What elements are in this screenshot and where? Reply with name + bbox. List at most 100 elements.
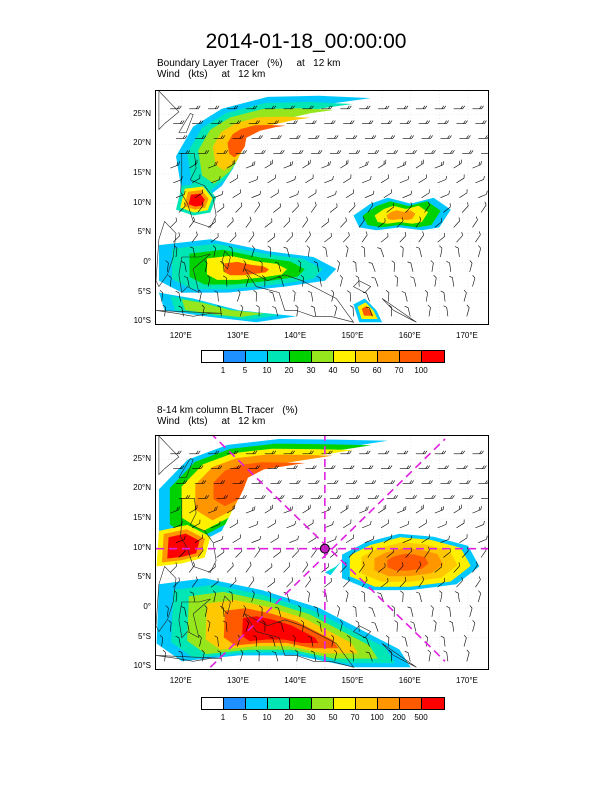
panel-2-wind-barb-feather xyxy=(181,521,183,525)
panel-2-wind-barb-shaft xyxy=(425,637,428,647)
panel-2-wind-barb-feather xyxy=(384,450,388,454)
panel-2-wind-barb-shaft xyxy=(334,652,338,662)
panel-2-wind-barb-shaft xyxy=(324,581,332,588)
panel-1-wind-barb xyxy=(377,218,386,228)
panel-1-wind-barb xyxy=(456,120,468,124)
panel-1-wind-barb-shaft xyxy=(413,277,417,287)
panel-1-wind-barb-shaft xyxy=(172,235,180,243)
panel-2-wind-barb xyxy=(362,465,374,469)
panel-2-wind-barb xyxy=(286,577,294,588)
panel-2-wind-barb xyxy=(316,620,322,632)
panel-2-wind-barb-shaft xyxy=(418,579,425,588)
panel-2-wind-barb xyxy=(454,591,460,603)
panel-2-wind-barb-feather xyxy=(425,465,428,469)
panel-1-wind-barb xyxy=(367,150,380,154)
panel-1-wind-barb xyxy=(216,150,228,154)
panel-1-wind-barb xyxy=(456,174,465,184)
panel-2-wind-barb xyxy=(321,450,333,455)
panel-1-wind-barb-feather xyxy=(422,231,425,235)
panel-2-wind-barb xyxy=(245,561,252,573)
panel-2-wind-barb-shaft xyxy=(393,607,395,617)
panel-2-map[interactable] xyxy=(155,435,489,670)
panel-2-wind-barb xyxy=(472,620,476,632)
panel-2-wind-barb-feather xyxy=(196,504,198,509)
panel-2-wind-barb-feather xyxy=(310,650,315,653)
panel-1-lat-label: 25°N xyxy=(133,108,151,118)
panel-2-wind-barb-feather xyxy=(217,650,221,653)
panel-2-wind-barb-feather xyxy=(312,519,314,524)
panel-2-wind-barb-shaft xyxy=(245,564,252,573)
panel-1-wind-barb-shaft xyxy=(434,164,444,169)
panel-2-wind-barb-feather xyxy=(179,465,183,469)
panel-2-wind-barb-feather xyxy=(298,495,302,499)
panel-2-wind-barb-feather xyxy=(463,519,465,524)
panel-1-wind-barb-shaft xyxy=(388,292,390,302)
panel-2-wind-barb xyxy=(358,561,365,573)
panel-2-wind-barb-feather xyxy=(482,465,485,469)
panel-1-wind-barb xyxy=(269,291,276,302)
panel-2-wind-barb-feather xyxy=(387,577,389,582)
panel-1-wind-barb xyxy=(394,275,398,287)
panel-1-wind-barb xyxy=(391,260,395,272)
panel-1-wind-barb xyxy=(321,218,329,228)
panel-1-wind-barb xyxy=(264,159,273,169)
panel-1-wind-barb-feather xyxy=(336,150,340,154)
panel-1-wind-barb xyxy=(339,274,343,287)
panel-2-wind-barb-feather xyxy=(461,576,463,581)
panel-2-wind-barb-feather xyxy=(239,480,242,484)
panel-2-wind-barb-shaft xyxy=(161,637,163,647)
panel-1-colorbar-swatch xyxy=(202,351,224,362)
panel-2-wind-barb-shaft xyxy=(402,539,412,543)
panel-2-wind-barb xyxy=(188,561,195,573)
panel-1-wind-barb xyxy=(286,175,296,184)
panel-1-wind-barb-feather xyxy=(347,105,350,109)
panel-2-wind-barb-feather xyxy=(279,480,282,484)
panel-2-wind-barb xyxy=(459,534,468,543)
panel-1-wind-barb-feather xyxy=(297,190,299,195)
panel-1-colorbar-swatch xyxy=(400,351,422,362)
panel-1-wind-barb-feather xyxy=(414,150,417,154)
panel-2-wind-barb-feather xyxy=(277,534,279,539)
panel-1-wind-barb xyxy=(433,275,437,287)
panel-2-colorbar-swatch xyxy=(202,698,224,709)
panel-2-wind-barb xyxy=(400,590,404,603)
panel-2-wind-barb-shaft xyxy=(337,607,340,617)
panel-2-wind-barb xyxy=(461,547,469,558)
panel-1-coast-sulawesi xyxy=(178,253,211,294)
panel-1-wind-barb xyxy=(459,189,468,198)
panel-2-wind-barb-shaft xyxy=(348,550,356,558)
panel-2-wind-barb xyxy=(259,605,263,617)
panel-2-wind-barb-feather xyxy=(372,535,375,540)
panel-1-wind-barb-feather xyxy=(270,160,272,165)
panel-2-wind-barb xyxy=(404,651,411,662)
panel-2-colorbar-label: 500 xyxy=(414,713,428,722)
panel-1-wind-barb xyxy=(443,203,451,213)
panel-2-wind-barb xyxy=(337,605,340,617)
panel-2-wind-barb xyxy=(228,591,233,603)
panel-1-colorbar-label: 70 xyxy=(394,366,404,375)
panel-2-wind-barb xyxy=(327,535,337,543)
panel-2-wind-barb-shaft xyxy=(184,607,187,617)
panel-1-wind-barb-feather xyxy=(372,190,375,195)
panel-2-wind-barb xyxy=(176,480,188,484)
panel-2-wind-barb-shaft xyxy=(192,593,196,603)
panel-1-wind-barb-feather xyxy=(334,304,337,308)
panel-1-wind-barb xyxy=(170,105,182,110)
panel-2-wind-barb xyxy=(232,480,244,484)
panel-2-wind-barb-shaft xyxy=(453,508,462,514)
panel-2-wind-barb xyxy=(453,504,462,514)
panel-2-plume-small-level-1 xyxy=(328,563,339,573)
panel-1-wind-barb-feather xyxy=(362,216,365,221)
panel-2-wind-barb-shaft xyxy=(456,522,465,529)
panel-2-wind-barb-feather xyxy=(274,465,277,469)
panel-1-wind-barb-feather xyxy=(424,289,428,293)
panel-1-wind-barb xyxy=(421,135,433,139)
panel-1-wind-barb-feather xyxy=(405,161,407,165)
panel-2-wind-barb-shaft xyxy=(440,593,443,603)
panel-2-wind-barb-shaft xyxy=(359,509,368,514)
panel-1-wind-barb-feather xyxy=(279,203,281,208)
panel-1-wind-barb-feather xyxy=(466,135,469,139)
panel-1-wind-barb-feather xyxy=(274,120,277,124)
panel-1-wind-barb xyxy=(308,135,320,139)
panel-1-map[interactable] xyxy=(155,90,489,325)
